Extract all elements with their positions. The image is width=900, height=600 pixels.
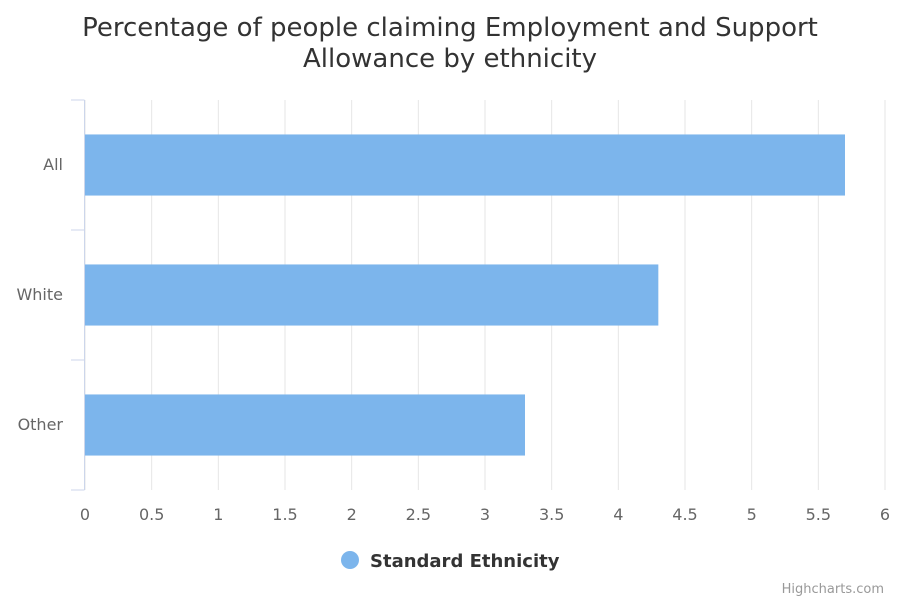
x-tick-label: 3: [480, 505, 490, 524]
category-labels: All White Other: [16, 155, 63, 434]
bar-all[interactable]: [85, 134, 845, 196]
bar-white[interactable]: [85, 264, 659, 326]
bar-other[interactable]: [85, 394, 525, 456]
category-label-other: Other: [18, 415, 64, 434]
x-tick-label: 1: [213, 505, 223, 524]
x-tick-label: 4: [613, 505, 623, 524]
legend-label[interactable]: Standard Ethnicity: [370, 551, 560, 572]
x-tick-label: 0: [80, 505, 90, 524]
legend[interactable]: Standard Ethnicity: [341, 551, 560, 572]
bars: [85, 134, 845, 456]
chart-title-line-2: Allowance by ethnicity: [303, 44, 597, 74]
category-label-all: All: [43, 155, 63, 174]
x-tick-label: 2.5: [406, 505, 431, 524]
x-tick-label: 0.5: [139, 505, 164, 524]
x-tick-label: 5: [747, 505, 757, 524]
chart-title-line-1: Percentage of people claiming Employment…: [82, 13, 818, 43]
x-tick-label: 3.5: [539, 505, 564, 524]
category-axis: [71, 99, 85, 491]
legend-marker-icon[interactable]: [341, 551, 359, 569]
x-tick-label: 6: [880, 505, 890, 524]
x-tick-label: 2: [347, 505, 357, 524]
credits-link[interactable]: Highcharts.com: [782, 582, 884, 597]
x-tick-label: 5.5: [806, 505, 831, 524]
category-label-white: White: [16, 285, 63, 304]
value-axis-labels: 0 0.5 1 1.5 2 2.5 3 3.5 4 4.5 5 5.5 6: [80, 505, 890, 524]
x-tick-label: 4.5: [672, 505, 697, 524]
x-tick-label: 1.5: [272, 505, 297, 524]
